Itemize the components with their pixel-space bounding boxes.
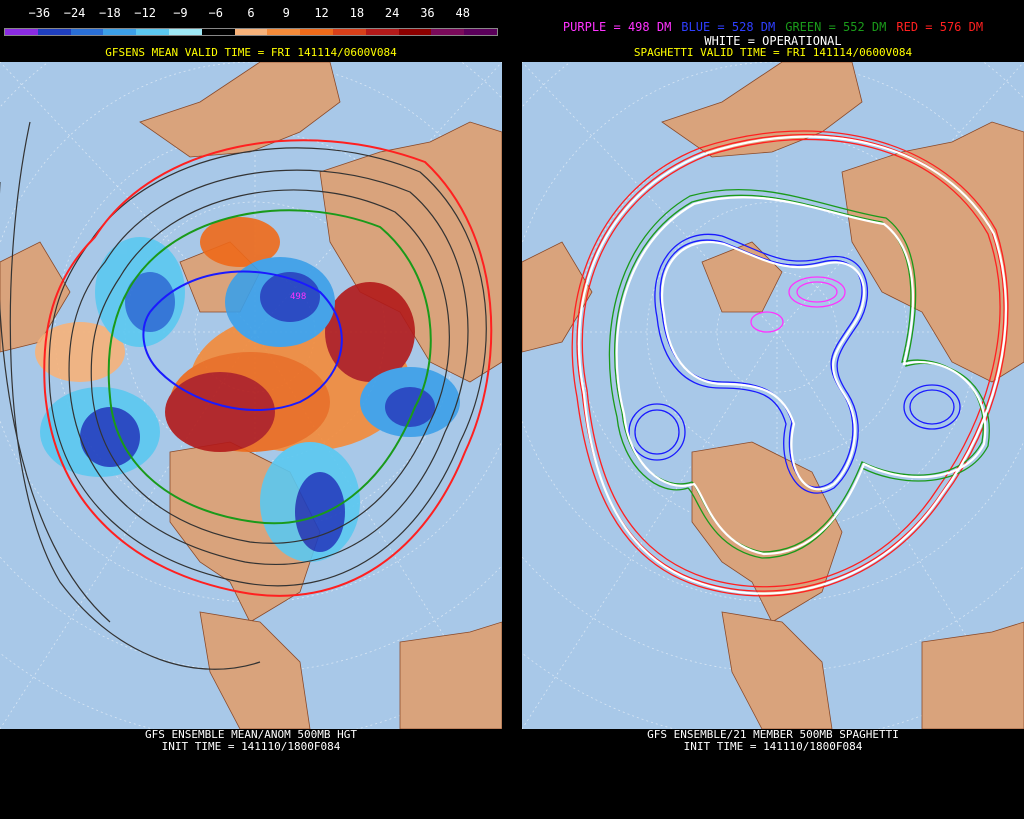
colorbar-tick-label: −24 <box>63 6 86 20</box>
operational-label: WHITE = OPERATIONAL <box>704 34 842 48</box>
colorbar-swatch <box>398 29 432 35</box>
purple-498-contours <box>750 276 846 333</box>
colorbar-swatch <box>300 29 333 35</box>
legend-entry: GREEN = 552 DM <box>785 20 887 34</box>
legend-entry: PURPLE = 498 DM <box>562 20 672 34</box>
right-bottom-title-line2: INIT TIME = 141110/1800F084 <box>683 740 863 753</box>
left-bottom-title-line2: INIT TIME = 141110/1800F084 <box>161 740 341 753</box>
colorbar-swatch <box>5 29 38 35</box>
colorbar-swatch <box>365 29 399 35</box>
colorbar-swatch <box>168 29 202 35</box>
key-contours <box>43 139 493 597</box>
colorbar-swatch <box>234 29 268 35</box>
colorbar-swatch <box>103 29 137 35</box>
left-panel-ensemble-mean: −36 −24 −18 −12 −9 −6 6 9 12 18 24 36 48 GFSENS MEAN… <box>0 0 502 819</box>
legend-entry: BLUE = 528 DM <box>681 20 776 34</box>
white-operational-contours <box>577 135 1007 595</box>
colorbar-tick-label: 24 <box>384 6 400 20</box>
colorbar-swatch <box>464 29 497 35</box>
left-map-svg: 498 <box>0 62 502 729</box>
left-valid-time-title: GFSENS MEAN VALID TIME = FRI 141114/0600… <box>105 46 397 59</box>
land-masses <box>522 62 1024 729</box>
colorbar-tick-label: 9 <box>282 6 290 20</box>
colorbar-swatch <box>201 29 235 35</box>
colorbar-tick-label: −9 <box>173 6 188 20</box>
colorbar-swatch <box>37 29 71 35</box>
right-map-svg <box>522 62 1024 729</box>
colorbar-tick-label: 48 <box>455 6 470 20</box>
colorbar-tick-label: −6 <box>208 6 223 20</box>
height-anomaly-shading <box>35 217 460 562</box>
right-bottom-title-line1: GFS ENSEMBLE/21 MEMBER 500MB SPAGHETTI <box>647 728 899 741</box>
right-panel-spaghetti: PURPLE = 498 DM BLUE = 528 DM GREEN = 552 … <box>522 0 1024 819</box>
red-576-contours <box>571 130 1009 597</box>
colorbar-tick-label: 6 <box>247 6 255 20</box>
left-bottom-title-line1: GFS ENSEMBLE MEAN/ANOM 500MB HGT <box>145 728 357 741</box>
colorbar-tick-label: 18 <box>349 6 365 20</box>
legend-entry: RED = 576 DM <box>896 20 984 34</box>
spaghetti-legend: PURPLE = 498 DM BLUE = 528 DM GREEN = 552 … <box>526 20 1020 34</box>
height-contours <box>0 121 487 670</box>
colorbar-tick-label: 36 <box>420 6 435 20</box>
colorbar-tick-label: −12 <box>134 6 156 20</box>
colorbar-swatches <box>4 28 498 36</box>
colorbar-swatch <box>136 29 169 35</box>
colorbar-tick-labels: −36 −24 −18 −12 −9 −6 6 9 12 18 24 36 48 <box>4 4 498 20</box>
right-map-spaghetti <box>522 62 1024 729</box>
colorbar-tick-label: 12 <box>314 6 329 20</box>
low-center-label: 498 <box>290 292 306 302</box>
colorbar-swatch <box>70 29 104 35</box>
panel-divider <box>502 0 522 819</box>
anomaly-colorbar: −36 −24 −18 −12 −9 −6 6 9 12 18 24 36 48 <box>4 4 498 36</box>
right-valid-time-title: SPAGHETTI VALID TIME = FRI 141114/0600V0… <box>633 46 913 59</box>
colorbar-swatch <box>332 29 366 35</box>
colorbar-tick-label: −18 <box>99 6 121 20</box>
colorbar-swatch <box>267 29 301 35</box>
left-map-mean-anomaly: 498 <box>0 62 502 729</box>
colorbar-swatch <box>431 29 465 35</box>
colorbar-tick-label: −36 <box>28 6 51 20</box>
